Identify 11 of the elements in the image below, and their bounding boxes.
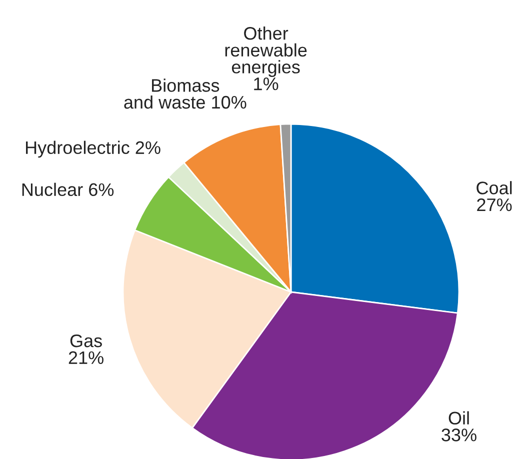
- slice-label: Hydroelectric 2%: [26, 140, 160, 158]
- data-label: 33%: [442, 428, 476, 442]
- data-label: 1%: [254, 78, 278, 90]
- slice-label: Gas: [70, 334, 102, 348]
- slice-label: Biomass and waste 10%: [124, 78, 246, 109]
- data-label: 21%: [68, 351, 104, 364]
- data-label: 27%: [477, 198, 512, 212]
- slice-label: Other renewable energies: [225, 26, 307, 77]
- slice-label: Coal: [476, 181, 512, 194]
- slice-label: Oil: [448, 411, 469, 425]
- slice-label: Nuclear 6%: [22, 182, 114, 196]
